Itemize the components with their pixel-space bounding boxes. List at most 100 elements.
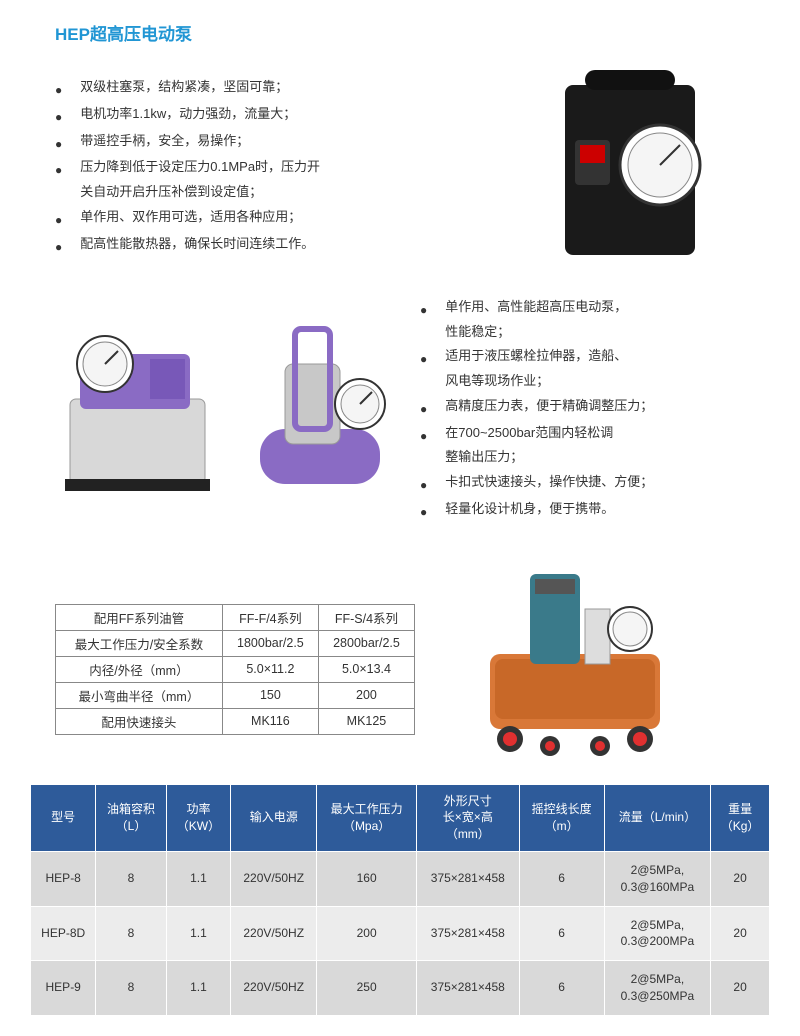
table-header-cell: 功率（KW） <box>166 784 231 851</box>
table-cell: 20 <box>711 906 770 961</box>
table-cell: 375×281×458 <box>417 851 519 906</box>
bullet-dot-icon: ● <box>420 501 427 524</box>
bullet-dot-icon: ● <box>55 159 62 182</box>
bullet-item: ● 双级柱塞泵，结构紧凑，坚固可靠； <box>55 75 490 102</box>
bullet-dot-icon: ● <box>55 209 62 232</box>
section-1: ●双级柱塞泵，结构紧凑，坚固可靠；●电机功率1.1kw，动力强劲，流量大；●带遥… <box>30 65 770 265</box>
bullet-item: ●卡扣式快速接头，操作快捷、方便； <box>420 470 770 497</box>
table-cell: 150 <box>222 682 318 708</box>
ff-table: 配用FF系列油管FF-F/4系列FF-S/4系列最大工作压力/安全系数1800b… <box>55 604 415 735</box>
bullet-dot-icon: ● <box>55 106 62 129</box>
table-row: 最小弯曲半径（mm）150200 <box>56 682 415 708</box>
bullet-dot-icon: ● <box>420 425 427 448</box>
ff-table-col: 配用FF系列油管FF-F/4系列FF-S/4系列最大工作压力/安全系数1800b… <box>30 554 420 735</box>
pump-black-icon <box>525 65 735 265</box>
table-cell: 配用快速接头 <box>56 708 223 734</box>
bullet-item: ● 配高性能散热器，确保长时间连续工作。 <box>55 232 490 259</box>
features-1-col: ●双级柱塞泵，结构紧凑，坚固可靠；●电机功率1.1kw，动力强劲，流量大；●带遥… <box>30 65 490 265</box>
bullet-item: ● 适用于液压螺栓拉伸器，造船、风电等现场作业； <box>420 344 770 393</box>
table-row: HEP-8D81.1220V/50HZ200375×281×45862@5MPa… <box>31 906 770 961</box>
table-header-cell: 外形尺寸长×宽×高（mm） <box>417 784 519 851</box>
table-cell: 5.0×11.2 <box>222 656 318 682</box>
page-title: HEP超高压电动泵 <box>30 20 770 45</box>
pump-purple-1-icon <box>50 319 225 499</box>
bullet-dot-icon: ● <box>55 236 62 259</box>
table-header-cell: 油箱容积（L） <box>96 784 166 851</box>
features-2-list: ●单作用、高性能超高压电动泵，性能稳定；●适用于液压螺栓拉伸器，造船、风电等现场… <box>420 295 770 524</box>
bullet-item: ●带遥控手柄，安全，易操作； <box>55 129 490 156</box>
table-cell: 220V/50HZ <box>231 851 317 906</box>
table-cell: 1.1 <box>166 961 231 1016</box>
table-cell: 2@5MPa,0.3@160MPa <box>604 851 710 906</box>
table-cell: 220V/50HZ <box>231 906 317 961</box>
table-cell: 200 <box>318 682 414 708</box>
table-row: HEP-981.1220V/50HZ250375×281×45862@5MPa,… <box>31 961 770 1016</box>
bullet-text: 压力降到低于设定压力0.1MPa时，压力开关自动开启升压补偿到设定值； <box>80 155 490 204</box>
bullet-text: 电机功率1.1kw，动力强劲，流量大； <box>80 102 490 127</box>
table-cell: 5.0×13.4 <box>318 656 414 682</box>
features-1-list: ●双级柱塞泵，结构紧凑，坚固可靠；●电机功率1.1kw，动力强劲，流量大；●带遥… <box>55 75 490 258</box>
bullet-text: 单作用、双作用可选，适用各种应用； <box>80 205 490 230</box>
table-cell: MK125 <box>318 708 414 734</box>
bullet-text: 配高性能散热器，确保长时间连续工作。 <box>80 232 490 257</box>
table-cell: 200 <box>317 906 417 961</box>
table-cell: 375×281×458 <box>417 906 519 961</box>
table-cell: 250 <box>317 961 417 1016</box>
spec-table: 型号油箱容积（L）功率（KW）输入电源最大工作压力（Mpa）外形尺寸长×宽×高（… <box>30 784 770 1016</box>
bullet-dot-icon: ● <box>420 299 427 322</box>
table-cell: HEP-8 <box>31 851 96 906</box>
table-header-cell: 输入电源 <box>231 784 317 851</box>
table-cell: 220V/50HZ <box>231 961 317 1016</box>
table-cell: 20 <box>711 851 770 906</box>
table-header-cell: 流量（L/min） <box>604 784 710 851</box>
table-cell: 2@5MPa,0.3@200MPa <box>604 906 710 961</box>
bullet-dot-icon: ● <box>420 398 427 421</box>
section-2: ●单作用、高性能超高压电动泵，性能稳定；●适用于液压螺栓拉伸器，造船、风电等现场… <box>30 295 770 524</box>
table-row: 配用快速接头MK116MK125 <box>56 708 415 734</box>
product-image-1 <box>490 65 770 265</box>
bullet-dot-icon: ● <box>420 348 427 371</box>
table-header-cell: 最大工作压力（Mpa） <box>317 784 417 851</box>
table-cell: 内径/外径（mm） <box>56 656 223 682</box>
table-cell: 2@5MPa,0.3@250MPa <box>604 961 710 1016</box>
table-cell: 375×281×458 <box>417 961 519 1016</box>
bullet-text: 卡扣式快速接头，操作快捷、方便； <box>445 470 770 495</box>
bullet-item: ● 轻量化设计机身，便于携带。 <box>420 497 770 524</box>
table-cell: 6 <box>519 851 604 906</box>
bullet-text: 在700~2500bar范围内轻松调整输出压力； <box>445 421 770 470</box>
table-cell: 1.1 <box>166 906 231 961</box>
table-cell: 1.1 <box>166 851 231 906</box>
table-row: HEP-881.1220V/50HZ160375×281×45862@5MPa,… <box>31 851 770 906</box>
bullet-item: ● 单作用、双作用可选，适用各种应用； <box>55 205 490 232</box>
table-cell: 160 <box>317 851 417 906</box>
table-cell: 最大工作压力/安全系数 <box>56 630 223 656</box>
bullet-item: ● 压力降到低于设定压力0.1MPa时，压力开关自动开启升压补偿到设定值； <box>55 155 490 204</box>
table-cell: FF-F/4系列 <box>222 604 318 630</box>
table-cell: HEP-9 <box>31 961 96 1016</box>
table-header-cell: 型号 <box>31 784 96 851</box>
bullet-item: ● 高精度压力表，便于精确调整压力； <box>420 394 770 421</box>
bullet-text: 高精度压力表，便于精确调整压力； <box>445 394 770 419</box>
table-cell: 8 <box>96 851 166 906</box>
table-cell: 1800bar/2.5 <box>222 630 318 656</box>
table-cell: FF-S/4系列 <box>318 604 414 630</box>
product-images-2 <box>30 319 410 499</box>
bullet-text: 双级柱塞泵，结构紧凑，坚固可靠； <box>80 75 490 100</box>
table-cell: 8 <box>96 961 166 1016</box>
bullet-text: 带遥控手柄，安全，易操作； <box>80 129 490 154</box>
bullet-item: ●单作用、高性能超高压电动泵，性能稳定； <box>420 295 770 344</box>
pump-orange-icon <box>460 554 690 764</box>
product-image-3 <box>420 554 770 764</box>
section-3: 配用FF系列油管FF-F/4系列FF-S/4系列最大工作压力/安全系数1800b… <box>30 554 770 764</box>
bullet-item: ● 电机功率1.1kw，动力强劲，流量大； <box>55 102 490 129</box>
table-cell: 2800bar/2.5 <box>318 630 414 656</box>
bullet-dot-icon: ● <box>55 79 62 102</box>
features-2-col: ●单作用、高性能超高压电动泵，性能稳定；●适用于液压螺栓拉伸器，造船、风电等现场… <box>410 295 770 524</box>
table-header-row: 型号油箱容积（L）功率（KW）输入电源最大工作压力（Mpa）外形尺寸长×宽×高（… <box>31 784 770 851</box>
table-cell: 8 <box>96 906 166 961</box>
bullet-item: ● 在700~2500bar范围内轻松调整输出压力； <box>420 421 770 470</box>
table-cell: 6 <box>519 906 604 961</box>
table-row: 最大工作压力/安全系数1800bar/2.52800bar/2.5 <box>56 630 415 656</box>
bullet-text: 轻量化设计机身，便于携带。 <box>445 497 770 522</box>
bullet-text: 适用于液压螺栓拉伸器，造船、风电等现场作业； <box>445 344 770 393</box>
